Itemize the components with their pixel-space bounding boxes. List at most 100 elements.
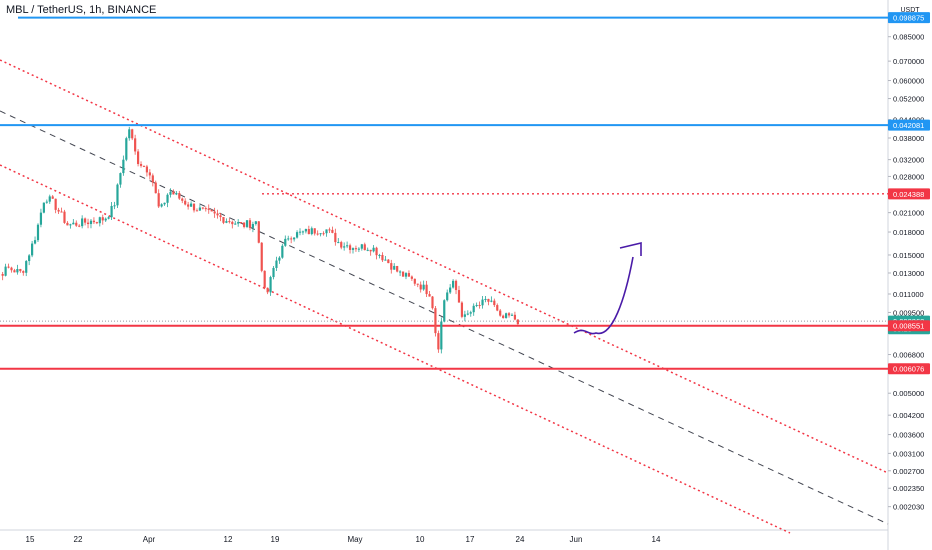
time-axis-tick-label: 24 <box>516 535 525 544</box>
projection-arrow-head <box>619 241 642 256</box>
candle-body <box>189 203 193 207</box>
candle-body <box>422 284 425 290</box>
price-axis-tick-label: 0.004200 <box>893 411 924 420</box>
candle-body <box>354 248 358 250</box>
candle-body <box>295 232 299 238</box>
candle-body <box>119 173 122 185</box>
candle-body <box>396 265 399 272</box>
time-axis-tick-label: 10 <box>416 535 425 544</box>
candle-body <box>313 228 316 234</box>
candle-body <box>178 193 181 199</box>
candle-body <box>198 207 202 211</box>
candle-body <box>181 198 184 201</box>
candle-body <box>481 299 484 306</box>
candle-body <box>45 201 48 203</box>
candle-body <box>139 164 143 166</box>
candle-body <box>86 222 90 225</box>
candle-body <box>413 278 416 284</box>
time-axis-tick-label: 19 <box>271 535 280 544</box>
price-badge <box>888 188 930 200</box>
candle-body <box>298 231 302 233</box>
price-axis-tick-label: 0.038000 <box>893 134 924 143</box>
candle-body <box>98 217 101 224</box>
candle-body <box>22 271 25 273</box>
candle-body <box>401 271 405 277</box>
candle-body <box>304 229 307 232</box>
candle-body <box>195 210 199 212</box>
candle-body <box>201 207 204 209</box>
channel-lower-line <box>0 164 791 534</box>
candle-body <box>95 222 98 224</box>
time-axis-tick-label: 22 <box>74 535 83 544</box>
candle-body <box>145 166 149 173</box>
candle-body <box>48 196 51 202</box>
candle-body <box>281 245 284 258</box>
price-badge-label: 0.098875 <box>893 14 924 23</box>
candle-body <box>449 287 452 293</box>
candle-body <box>507 313 511 316</box>
candle-body <box>346 245 349 247</box>
candle-body <box>431 296 434 309</box>
candle-body <box>57 209 60 212</box>
candle-body <box>328 229 331 231</box>
price-axis-tick-label: 0.003100 <box>893 449 924 458</box>
candle-body <box>75 222 78 226</box>
candle-body <box>33 240 37 244</box>
candle-body <box>310 228 313 235</box>
candle-body <box>72 222 75 225</box>
projection-arrow-path <box>573 256 634 335</box>
time-axis-tick-label: Apr <box>143 535 156 544</box>
candle-body <box>263 270 266 288</box>
candle-body <box>290 238 293 240</box>
candle-body <box>316 233 319 235</box>
price-badge <box>888 12 930 24</box>
candle-body <box>410 276 413 279</box>
candle-body <box>343 246 346 248</box>
price-badge <box>888 119 930 131</box>
candle-body <box>128 129 131 139</box>
candle-body <box>357 248 360 250</box>
candle-body <box>490 300 493 302</box>
candle-body <box>110 205 113 218</box>
price-axis-tick-label: 0.060000 <box>893 77 924 86</box>
candle-body <box>487 298 490 302</box>
candle-body <box>351 248 355 250</box>
price-badge-label: 0.024388 <box>893 190 924 199</box>
candle-body <box>51 196 54 199</box>
candle-body <box>325 229 328 234</box>
candle-body <box>322 233 325 235</box>
candle-body <box>245 220 249 227</box>
price-badge-label: 0.006076 <box>893 365 924 374</box>
price-axis-tick-label: 0.021000 <box>893 209 924 218</box>
candle-body <box>240 222 243 224</box>
candle-body <box>81 218 84 227</box>
candle-body <box>384 259 387 261</box>
candle-body <box>151 175 154 183</box>
candle-body <box>83 218 87 223</box>
candle-body <box>399 271 402 273</box>
candle-body <box>457 290 461 303</box>
candle-body <box>169 191 172 195</box>
candle-body <box>478 304 481 306</box>
candle-body <box>393 265 396 270</box>
candle-body <box>293 237 296 240</box>
candle-body <box>242 222 246 227</box>
candle-body <box>222 217 225 223</box>
candle-body <box>307 229 310 235</box>
candle-body <box>42 202 45 213</box>
candle-body <box>275 260 278 268</box>
price-axis-tick-label: 0.085000 <box>893 33 924 42</box>
candle-body <box>163 202 166 205</box>
candle-body <box>39 212 43 225</box>
candle-body <box>469 312 472 314</box>
candle-body <box>254 221 257 225</box>
candle-body <box>434 308 437 334</box>
price-axis-tick-label: 0.015000 <box>893 251 924 260</box>
candle-body <box>92 220 96 223</box>
time-axis-tick-label: 14 <box>652 535 661 544</box>
candle-body <box>260 242 263 271</box>
candle-body <box>499 310 502 316</box>
candle-body <box>287 238 290 240</box>
candle-body <box>443 300 446 322</box>
